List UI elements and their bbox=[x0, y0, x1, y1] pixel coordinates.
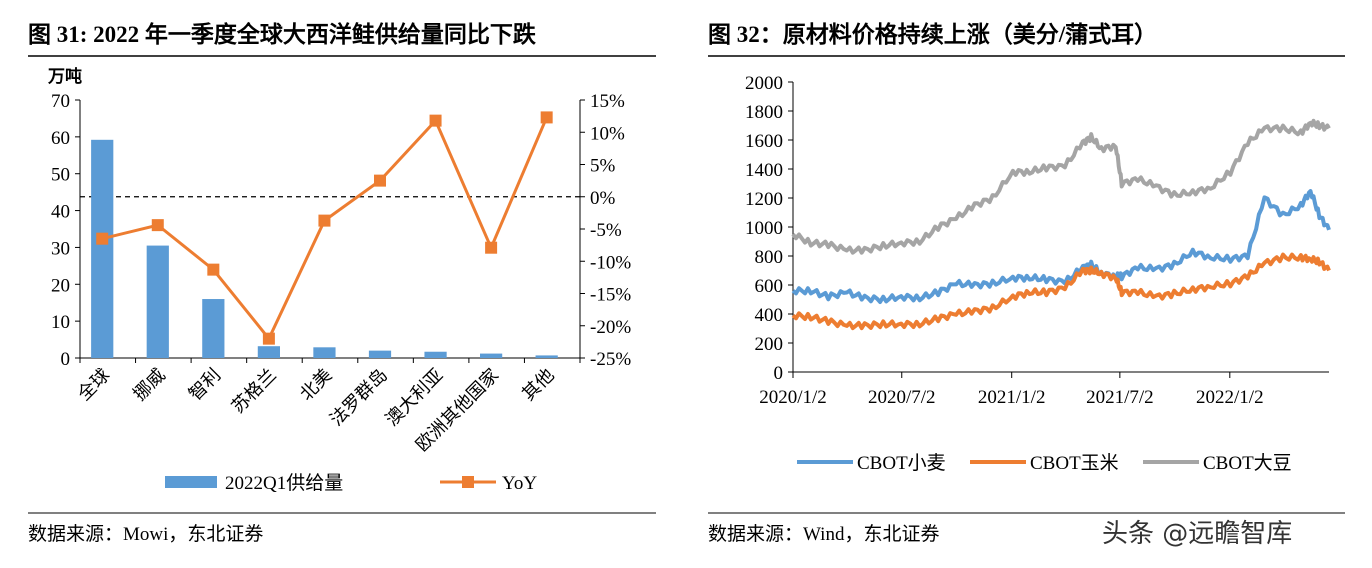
yoy-marker bbox=[540, 111, 553, 124]
x-tick-label: 2021/7/2 bbox=[1086, 387, 1154, 408]
legend-swatch-marker bbox=[462, 476, 474, 488]
watermark: 头条 @远瞻智库 bbox=[1102, 519, 1292, 549]
y-tick-label: 40 bbox=[51, 202, 70, 223]
y2-tick-label: 15% bbox=[590, 91, 625, 112]
x-tick-label: 苏格兰 bbox=[228, 365, 280, 417]
bar bbox=[424, 351, 447, 358]
y-tick-label: 60 bbox=[51, 128, 70, 149]
x-tick-label: 挪威 bbox=[129, 365, 169, 405]
bar bbox=[257, 346, 280, 358]
yoy-marker bbox=[318, 214, 331, 227]
legend-label: CBOT大豆 bbox=[1203, 452, 1292, 474]
y-tick-label: 20 bbox=[51, 275, 70, 296]
legend-label: CBOT玉米 bbox=[1030, 452, 1119, 474]
y-tick-label: 0 bbox=[61, 349, 71, 370]
series-line bbox=[791, 118, 1331, 255]
chart-31-title: 图 31: 2022 年一季度全球大西洋鲑供给量同比下跌 bbox=[28, 21, 536, 47]
y-tick-label: 200 bbox=[755, 334, 784, 355]
yoy-marker bbox=[96, 232, 109, 245]
legend-label: YoY bbox=[502, 473, 537, 494]
yoy-marker bbox=[374, 174, 386, 187]
x-tick-label: 法罗群岛 bbox=[326, 365, 391, 430]
x-tick-label: 全球 bbox=[74, 365, 114, 405]
legend-label: 2022Q1供给量 bbox=[225, 472, 343, 494]
series-line bbox=[791, 252, 1331, 331]
y2-tick-label: -25% bbox=[590, 349, 631, 370]
chart-32-title: 图 32：原材料价格持续上涨（美分/蒲式耳） bbox=[708, 21, 1157, 47]
yoy-marker bbox=[151, 219, 164, 232]
bar bbox=[202, 299, 225, 358]
y-tick-label: 1200 bbox=[745, 189, 783, 210]
bar bbox=[313, 347, 336, 358]
y-tick-label: 600 bbox=[755, 276, 784, 297]
y2-tick-label: -5% bbox=[590, 220, 622, 241]
yoy-marker bbox=[485, 241, 498, 254]
bar bbox=[368, 350, 392, 358]
yoy-marker bbox=[262, 332, 275, 345]
left-ylabel: 万吨 bbox=[47, 66, 82, 86]
y-tick-label: 1600 bbox=[745, 131, 783, 152]
series-line bbox=[791, 189, 1331, 304]
y2-tick-label: 5% bbox=[590, 156, 616, 177]
y2-tick-label: -10% bbox=[590, 252, 631, 273]
y-tick-label: 1000 bbox=[745, 218, 783, 239]
y2-tick-label: 10% bbox=[590, 123, 625, 144]
y2-tick-label: -20% bbox=[590, 317, 631, 338]
y-tick-label: 30 bbox=[51, 238, 70, 259]
y-tick-label: 50 bbox=[51, 165, 70, 186]
y-tick-label: 1800 bbox=[745, 102, 783, 123]
x-tick-label: 北美 bbox=[296, 365, 336, 405]
x-tick-label: 2021/1/2 bbox=[978, 387, 1046, 408]
x-tick-label: 2020/7/2 bbox=[868, 387, 936, 408]
yoy-marker bbox=[429, 114, 442, 127]
y-tick-label: 70 bbox=[51, 91, 70, 112]
y-tick-label: 2000 bbox=[745, 73, 783, 94]
x-tick-label: 智利 bbox=[185, 365, 225, 405]
y-tick-label: 0 bbox=[774, 363, 784, 384]
x-tick-label: 其他 bbox=[518, 365, 558, 405]
x-tick-label: 2020/1/2 bbox=[759, 387, 827, 408]
y-tick-label: 800 bbox=[755, 247, 784, 268]
chart-31-source: 数据来源：Mowi，东北证券 bbox=[28, 523, 263, 545]
y-tick-label: 400 bbox=[755, 305, 784, 326]
y2-tick-label: -15% bbox=[590, 285, 631, 306]
y2-tick-label: 0% bbox=[590, 188, 616, 209]
legend-label: CBOT小麦 bbox=[857, 452, 946, 474]
bar bbox=[535, 355, 558, 358]
legend-swatch-bar bbox=[165, 476, 217, 488]
x-tick-label: 2022/1/2 bbox=[1196, 387, 1264, 408]
chart-32-source: 数据来源：Wind，东北证券 bbox=[708, 523, 939, 545]
yoy-marker bbox=[207, 263, 220, 276]
y-tick-label: 1400 bbox=[745, 160, 783, 181]
bar bbox=[91, 139, 114, 358]
y-tick-label: 10 bbox=[51, 312, 70, 333]
bar bbox=[480, 353, 503, 358]
bar bbox=[146, 245, 169, 358]
